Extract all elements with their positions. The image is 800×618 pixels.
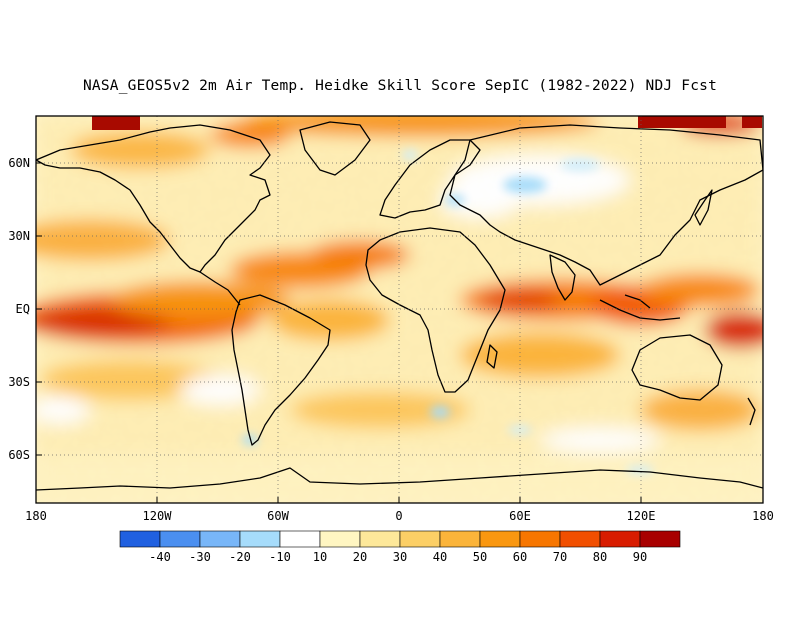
colorbar-label: -30 (189, 550, 211, 564)
lon-label-180w: 180 (25, 509, 47, 523)
colorbar-swatch (399, 530, 441, 548)
lon-label-120w: 120W (143, 509, 173, 523)
lon-label-60w: 60W (267, 509, 289, 523)
lat-label-30n: 30N (8, 229, 30, 243)
lat-label-eq: EQ (16, 302, 30, 316)
tick-marks (36, 162, 642, 503)
colorbar-label: 50 (473, 550, 487, 564)
coastlines (36, 121, 763, 491)
colorbar-swatch (159, 530, 201, 548)
lat-label-60n: 60N (8, 156, 30, 170)
colorbar-label: 90 (633, 550, 647, 564)
colorbar-label: 30 (393, 550, 407, 564)
colorbar-label: 20 (353, 550, 367, 564)
colorbar-label: 70 (553, 550, 567, 564)
colorbar-swatch (639, 530, 681, 548)
colorbar-label: 80 (593, 550, 607, 564)
lat-label-60s: 60S (8, 448, 30, 462)
colorbar-label: 10 (313, 550, 327, 564)
colorbar-swatch (119, 530, 161, 548)
colorbar-swatch (519, 530, 561, 548)
lon-label-120e: 120E (627, 509, 656, 523)
lon-label-60e: 60E (509, 509, 531, 523)
lon-label-180e: 180 (752, 509, 774, 523)
colorbar-swatch (279, 530, 321, 548)
colorbar-swatch (239, 530, 281, 548)
colorbar-swatch (559, 530, 601, 548)
colorbar-label: -10 (269, 550, 291, 564)
colorbar-swatch (359, 530, 401, 548)
latitude-labels: 60N 30N EQ 30S 60S (8, 156, 30, 462)
colorbar: -40 -30 -20 -10 10 20 30 40 50 60 70 80 90 (119, 530, 681, 564)
map-title: NASA_GEOS5v2 2m Air Temp. Heidke Skill S… (82, 78, 717, 94)
lat-label-30s: 30S (8, 375, 30, 389)
colorbar-swatch (319, 530, 361, 548)
lon-label-0: 0 (395, 509, 402, 523)
colorbar-label: -20 (229, 550, 251, 564)
colorbar-swatch (599, 530, 641, 548)
colorbar-label: -40 (149, 550, 171, 564)
gridlines (36, 116, 763, 503)
colorbar-swatch (479, 530, 521, 548)
colorbar-label: 60 (513, 550, 527, 564)
colorbar-swatch (199, 530, 241, 548)
skill-score-field (36, 116, 763, 503)
longitude-labels: 180 120W 60W 0 60E 120E 180 (25, 509, 774, 523)
colorbar-swatch (439, 530, 481, 548)
colorbar-label: 40 (433, 550, 447, 564)
